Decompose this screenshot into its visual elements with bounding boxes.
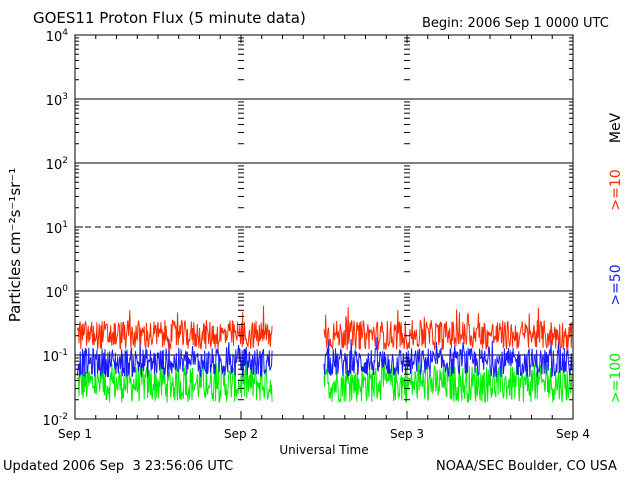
x-tick-label: Sep 1 — [58, 427, 92, 441]
y-tick-label: 102 — [46, 156, 68, 173]
legend-unit: MeV — [608, 112, 624, 143]
legend-series-50: >=50 — [608, 264, 624, 305]
legend-series-10: >=10 — [608, 169, 624, 210]
series-line-ge10 — [76, 305, 573, 350]
x-tick-label: Sep 4 — [556, 427, 590, 441]
y-tick-label: 101 — [46, 220, 68, 237]
y-axis-label: Particles cm⁻²s⁻¹sr⁻¹ — [6, 168, 24, 322]
plot-frame — [74, 34, 574, 420]
series-line-ge100 — [76, 361, 573, 404]
y-tick-label: 100 — [46, 284, 69, 301]
y-tick-label: 104 — [46, 28, 69, 45]
updated-timestamp: Updated 2006 Sep 3 23:56:06 UTC — [3, 459, 234, 474]
flux-series — [76, 305, 573, 404]
y-tick-label: 10-1 — [42, 348, 68, 365]
x-tick-label: Sep 2 — [224, 427, 258, 441]
series-legend: MeV >=10 >=50 >=100 — [608, 112, 624, 403]
legend-series-100: >=100 — [608, 353, 624, 403]
credit-label: NOAA/SEC Boulder, CO USA — [436, 459, 617, 474]
y-tick-labels: 10-2 10-1 100 101 102 103 104 — [42, 28, 68, 429]
grid-lines — [75, 98, 573, 356]
y-tick-label: 103 — [46, 92, 68, 109]
y-tick-label: 10-2 — [42, 412, 68, 429]
chart-title: GOES11 Proton Flux (5 minute data) — [33, 9, 306, 27]
x-axis-label: Universal Time — [279, 443, 368, 457]
begin-time-label: Begin: 2006 Sep 1 0000 UTC — [422, 16, 609, 31]
series-line-ge50 — [76, 337, 573, 378]
x-tick-labels: Sep 1 Sep 2 Sep 3 Sep 4 — [58, 427, 590, 441]
x-tick-label: Sep 3 — [390, 427, 424, 441]
axis-ticks — [74, 35, 574, 420]
